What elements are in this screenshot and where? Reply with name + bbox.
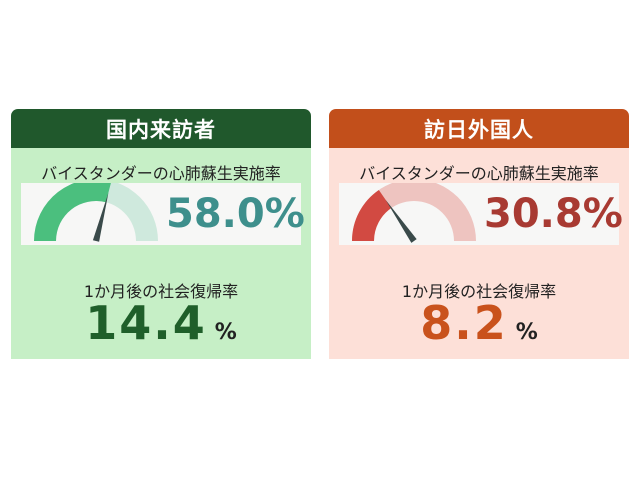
foreign-gauge-fill bbox=[352, 189, 392, 241]
foreign-panel: 訪日外国人 バイスタンダーの心肺蘇生実施率 30.8% 1か月後の社会復帰率 8… bbox=[329, 109, 629, 359]
foreign-bystander-label: バイスタンダーの心肺蘇生実施率 bbox=[359, 164, 599, 183]
domestic-return-rate-unit: % bbox=[214, 320, 237, 345]
domestic-return-rate-row: 14.4 % bbox=[11, 296, 311, 350]
foreign-gauge-box: 30.8% bbox=[339, 183, 623, 245]
foreign-body: バイスタンダーの心肺蘇生実施率 30.8% 1か月後の社会復帰率 8.2 % bbox=[329, 148, 629, 359]
domestic-body: バイスタンダーの心肺蘇生実施率 58.0% 1か月後の社会復帰率 14.4 % bbox=[11, 148, 311, 359]
foreign-return-label: 1か月後の社会復帰率 bbox=[401, 282, 557, 301]
foreign-gauge-needle-icon bbox=[385, 199, 417, 243]
domestic-gauge-box: 58.0% bbox=[21, 183, 305, 245]
domestic-gauge-fill bbox=[34, 183, 111, 241]
domestic-header: 国内来訪者 bbox=[11, 109, 311, 148]
domestic-panel: 国内来訪者 バイスタンダーの心肺蘇生実施率 58.0% 1か月後の社会復帰率 1… bbox=[11, 109, 311, 359]
foreign-return-rate: 8.2 bbox=[420, 296, 508, 350]
foreign-header: 訪日外国人 bbox=[329, 109, 629, 148]
foreign-gauge bbox=[352, 183, 476, 243]
domestic-bystander-rate: 58.0% bbox=[166, 191, 305, 237]
domestic-return-rate: 14.4 bbox=[85, 296, 207, 350]
domestic-return-label: 1か月後の社会復帰率 bbox=[83, 282, 239, 301]
domestic-gauge bbox=[34, 183, 158, 242]
domestic-bystander-label: バイスタンダーの心肺蘇生実施率 bbox=[41, 164, 281, 183]
foreign-return-rate-row: 8.2 % bbox=[329, 296, 629, 350]
foreign-bystander-rate: 30.8% bbox=[484, 191, 623, 237]
foreign-return-rate-unit: % bbox=[515, 320, 538, 345]
domestic-gauge-needle-icon bbox=[92, 192, 109, 242]
